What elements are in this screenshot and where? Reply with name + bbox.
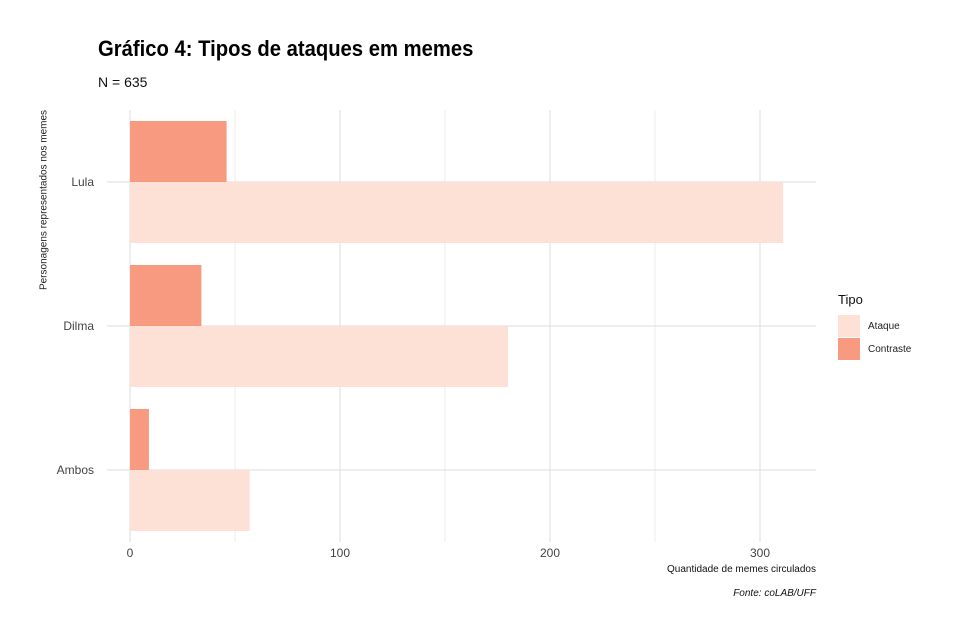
bar-ataque-ambos (130, 470, 250, 531)
legend: Tipo Ataque Contraste (838, 292, 911, 361)
chart-caption: Fonte: coLAB/UFF (733, 588, 816, 599)
legend-item-contraste: Contraste (838, 338, 911, 360)
chart-subtitle: N = 635 (98, 74, 148, 90)
legend-label-ataque: Ataque (868, 320, 900, 332)
legend-swatch-contraste (838, 338, 860, 360)
legend-title: Tipo (838, 292, 863, 307)
y-tick-label: Dilma (63, 319, 94, 333)
x-axis-label: Quantidade de memes circulados (667, 564, 816, 575)
legend-swatch-ataque (838, 315, 860, 337)
legend-item-ataque: Ataque (838, 315, 911, 337)
y-tick-label: Ambos (57, 463, 94, 477)
x-tick-label: 200 (540, 546, 560, 560)
bar-ataque-lula (130, 182, 784, 243)
x-tick-label: 100 (330, 546, 350, 560)
bar-contraste-dilma (130, 265, 202, 326)
x-tick-label: 0 (127, 546, 134, 560)
bar-contraste-lula (130, 121, 227, 182)
bar-ataque-dilma (130, 326, 508, 387)
y-tick-label: Lula (71, 175, 94, 189)
chart-title: Gráfico 4: Tipos de ataques em memes (98, 36, 474, 61)
bar-contraste-ambos (130, 409, 149, 470)
x-tick-label: 300 (750, 546, 770, 560)
legend-label-contraste: Contraste (868, 343, 912, 355)
